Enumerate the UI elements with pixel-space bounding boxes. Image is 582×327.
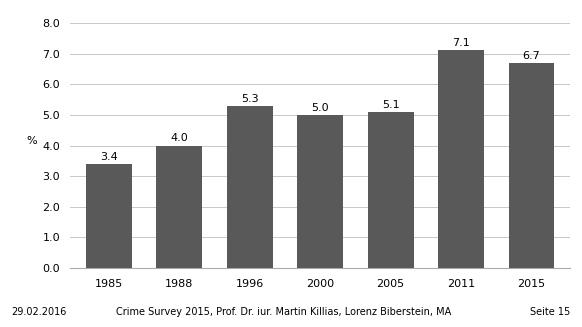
Bar xyxy=(156,146,202,268)
Text: 7.1: 7.1 xyxy=(452,38,470,48)
Text: Crime Survey 2015, Prof. Dr. iur. Martin Killias, Lorenz Biberstein, MA: Crime Survey 2015, Prof. Dr. iur. Martin… xyxy=(116,307,452,317)
Bar xyxy=(227,106,272,268)
Text: 5.0: 5.0 xyxy=(311,103,329,113)
Bar xyxy=(368,112,413,268)
Text: 3.4: 3.4 xyxy=(100,152,118,162)
Bar xyxy=(509,63,555,268)
Bar xyxy=(297,115,343,268)
Text: Seite 15: Seite 15 xyxy=(530,307,570,317)
Y-axis label: %: % xyxy=(26,135,37,146)
Text: 29.02.2016: 29.02.2016 xyxy=(12,307,67,317)
Bar xyxy=(438,50,484,268)
Text: 5.3: 5.3 xyxy=(241,94,258,104)
Text: 6.7: 6.7 xyxy=(523,51,541,60)
Text: 4.0: 4.0 xyxy=(170,133,188,143)
Bar xyxy=(86,164,132,268)
Text: 5.1: 5.1 xyxy=(382,100,399,110)
